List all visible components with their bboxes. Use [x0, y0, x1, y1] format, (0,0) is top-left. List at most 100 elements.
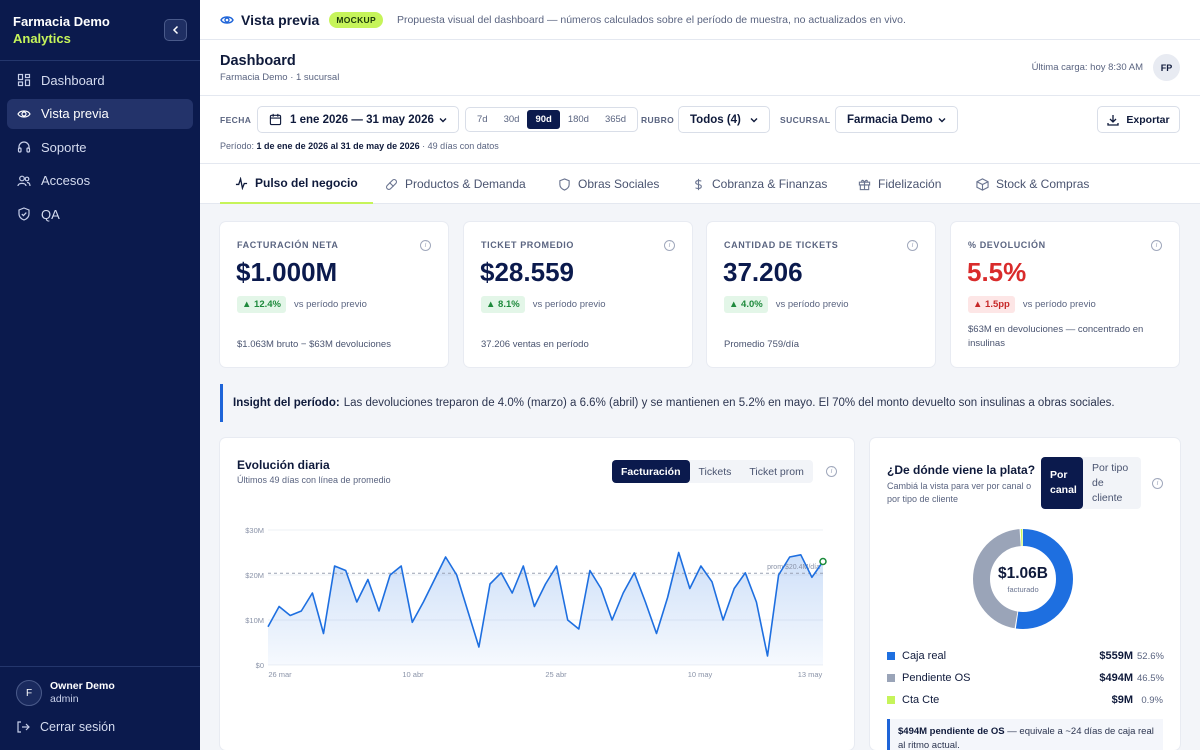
download-icon [1107, 114, 1120, 126]
legend-pct: 52.6% [1137, 650, 1164, 662]
card-subtitle: Cambiá la vista para ver por canal o por… [887, 481, 1032, 504]
sidebar-item-dashboard[interactable]: Dashboard [7, 65, 193, 95]
user-role: admin [50, 693, 79, 705]
preset-180d[interactable]: 180d [567, 114, 589, 125]
collapse-sidebar-button[interactable] [164, 19, 187, 41]
y-tick-label: $10M [245, 616, 264, 625]
view-toggle: Por canal Por tipo de cliente [1041, 457, 1141, 509]
y-tick-label: $20M [245, 571, 264, 580]
tab-cobranza-finanzas[interactable]: Cobranza & Finanzas [692, 164, 827, 204]
toggle-por-canal[interactable]: Por canal [1041, 457, 1083, 509]
period-suffix: · 49 días con datos [422, 141, 499, 151]
donut-chart [973, 529, 1073, 629]
donut-slice-caja-real[interactable] [973, 529, 1073, 629]
tab-pulso-del-negocio[interactable]: Pulso del negocio [220, 164, 373, 204]
rubro-select[interactable]: Todos (4) [678, 106, 770, 133]
kpi-footnote: Promedio 759/día [724, 339, 799, 350]
sidebar-item-vista-previa[interactable]: Vista previa [7, 98, 193, 129]
sidebar-divider [0, 60, 200, 61]
note-text: — equivale a ~24 días de caja real al ri… [898, 726, 1154, 750]
export-label: Exportar [1126, 113, 1170, 126]
logout-button[interactable]: Cerrar sesión [16, 720, 115, 734]
preview-banner: Vista previa MOCKUP Propuesta visual del… [200, 0, 1200, 40]
tab-productos-demanda[interactable]: Productos & Demanda [385, 164, 526, 204]
kpi-delta-badge: ▲ 4.0% [724, 296, 768, 313]
sidebar-item-label: Dashboard [41, 72, 105, 88]
kpi-value: 37.206 [723, 257, 803, 287]
info-icon[interactable]: i [664, 240, 675, 251]
tab-stock-compras[interactable]: Stock & Compras [976, 164, 1089, 204]
donut-slice-pendiente-os[interactable] [973, 529, 1073, 629]
kpi-value: $28.559 [480, 257, 574, 287]
avatar: F [16, 680, 42, 706]
toggle-ticket-prom[interactable]: Ticket prom [749, 465, 804, 478]
info-icon[interactable]: i [420, 240, 431, 251]
sidebar-item-qa[interactable]: QA [7, 199, 193, 229]
rubro-label: RUBRO [641, 115, 675, 125]
tab-fidelizacion[interactable]: Fidelización [858, 164, 941, 204]
tab-obras-sociales[interactable]: Obras Sociales [558, 164, 659, 204]
kpi-label: CANTIDAD DE TICKETS [724, 240, 839, 250]
toggle-por-tipo-cliente[interactable]: Por tipo de cliente [1092, 461, 1129, 504]
user-profile[interactable]: F Owner Demo admin [16, 680, 115, 706]
eye-icon [17, 109, 31, 118]
preset-90d[interactable]: 90d [527, 110, 560, 129]
chart-title: Evolución diaria [237, 458, 330, 472]
chevron-down-icon [439, 117, 447, 122]
info-icon[interactable]: i [1151, 240, 1162, 251]
tab-label: Stock & Compras [996, 177, 1090, 191]
kpi-compare-text: vs período previo [1022, 299, 1096, 310]
period-prefix: Período: [220, 141, 255, 151]
legend-value: $494M [1099, 672, 1133, 684]
eye-icon [220, 15, 234, 24]
chart-subtitle: Últimos 49 días con línea de promedio [237, 475, 391, 485]
sucursal-value: Farmacia Demo [847, 113, 933, 126]
sidebar-item-accesos[interactable]: Accesos [7, 166, 193, 196]
avatar[interactable]: FP [1153, 54, 1180, 81]
revenue-source-card: ¿De dónde viene la plata? Cambiá la vist… [870, 438, 1180, 750]
sucursal-select[interactable]: Farmacia Demo [835, 106, 958, 133]
x-tick-label: 10 abr [402, 670, 424, 679]
preset-30d[interactable]: 30d [503, 114, 520, 125]
legend-value: $559M [1099, 650, 1133, 662]
tab-label: Cobranza & Finanzas [712, 177, 828, 191]
box-icon [976, 177, 989, 191]
preset-365d[interactable]: 365d [604, 114, 627, 125]
tab-label: Obras Sociales [578, 177, 660, 191]
info-icon[interactable]: i [907, 240, 918, 251]
kpi-compare-text: vs período previo [293, 299, 367, 310]
shield-icon [559, 177, 570, 191]
legend-swatch [887, 696, 895, 704]
sidebar-item-label: Accesos [41, 173, 91, 188]
x-tick-label: 13 may [798, 670, 823, 679]
page-subtitle: Farmacia Demo · 1 sucursal [220, 72, 340, 83]
date-presets: 7d 30d 90d 180d 365d [465, 107, 639, 132]
legend-value: $9M [1111, 694, 1133, 706]
area-fill [268, 552, 823, 665]
sidebar-item-soporte[interactable]: Soporte [7, 132, 193, 162]
info-icon[interactable]: i [826, 466, 837, 477]
x-tick-label: 10 may [688, 670, 713, 679]
info-icon[interactable]: i [1152, 478, 1163, 489]
preset-7d[interactable]: 7d [477, 114, 488, 125]
kpi-delta-badge: ▲ 8.1% [481, 296, 525, 313]
kpi-footnote: $63M en devoluciones — concentrado en in… [968, 324, 1144, 349]
toggle-tickets[interactable]: Tickets [698, 465, 732, 478]
date-range-picker[interactable]: 1 ene 2026 — 31 may 2026 [257, 106, 459, 133]
export-button[interactable]: Exportar [1097, 106, 1180, 133]
sidebar-divider [0, 666, 200, 667]
brand-name: Farmacia Demo [13, 14, 110, 29]
legend-label: Cta Cte [902, 694, 940, 706]
brand: Farmacia Demo Analytics [13, 13, 110, 47]
toggle-facturacion[interactable]: Facturación [612, 460, 690, 483]
main-content: Vista previa MOCKUP Propuesta visual del… [200, 0, 1200, 750]
calendar-icon [269, 113, 282, 126]
metric-toggle: Facturación Tickets Ticket prom [612, 460, 813, 483]
y-tick-label: $30M [245, 526, 264, 535]
kpi-footnote: 37.206 ventas en período [481, 339, 589, 350]
donut-center: $1.06B facturado [972, 528, 1074, 630]
pulse-icon [235, 176, 248, 190]
last-point[interactable] [819, 557, 827, 566]
kpi-delta-badge: ▲ 1.5pp [968, 296, 1015, 313]
tab-label: Productos & Demanda [405, 177, 526, 191]
